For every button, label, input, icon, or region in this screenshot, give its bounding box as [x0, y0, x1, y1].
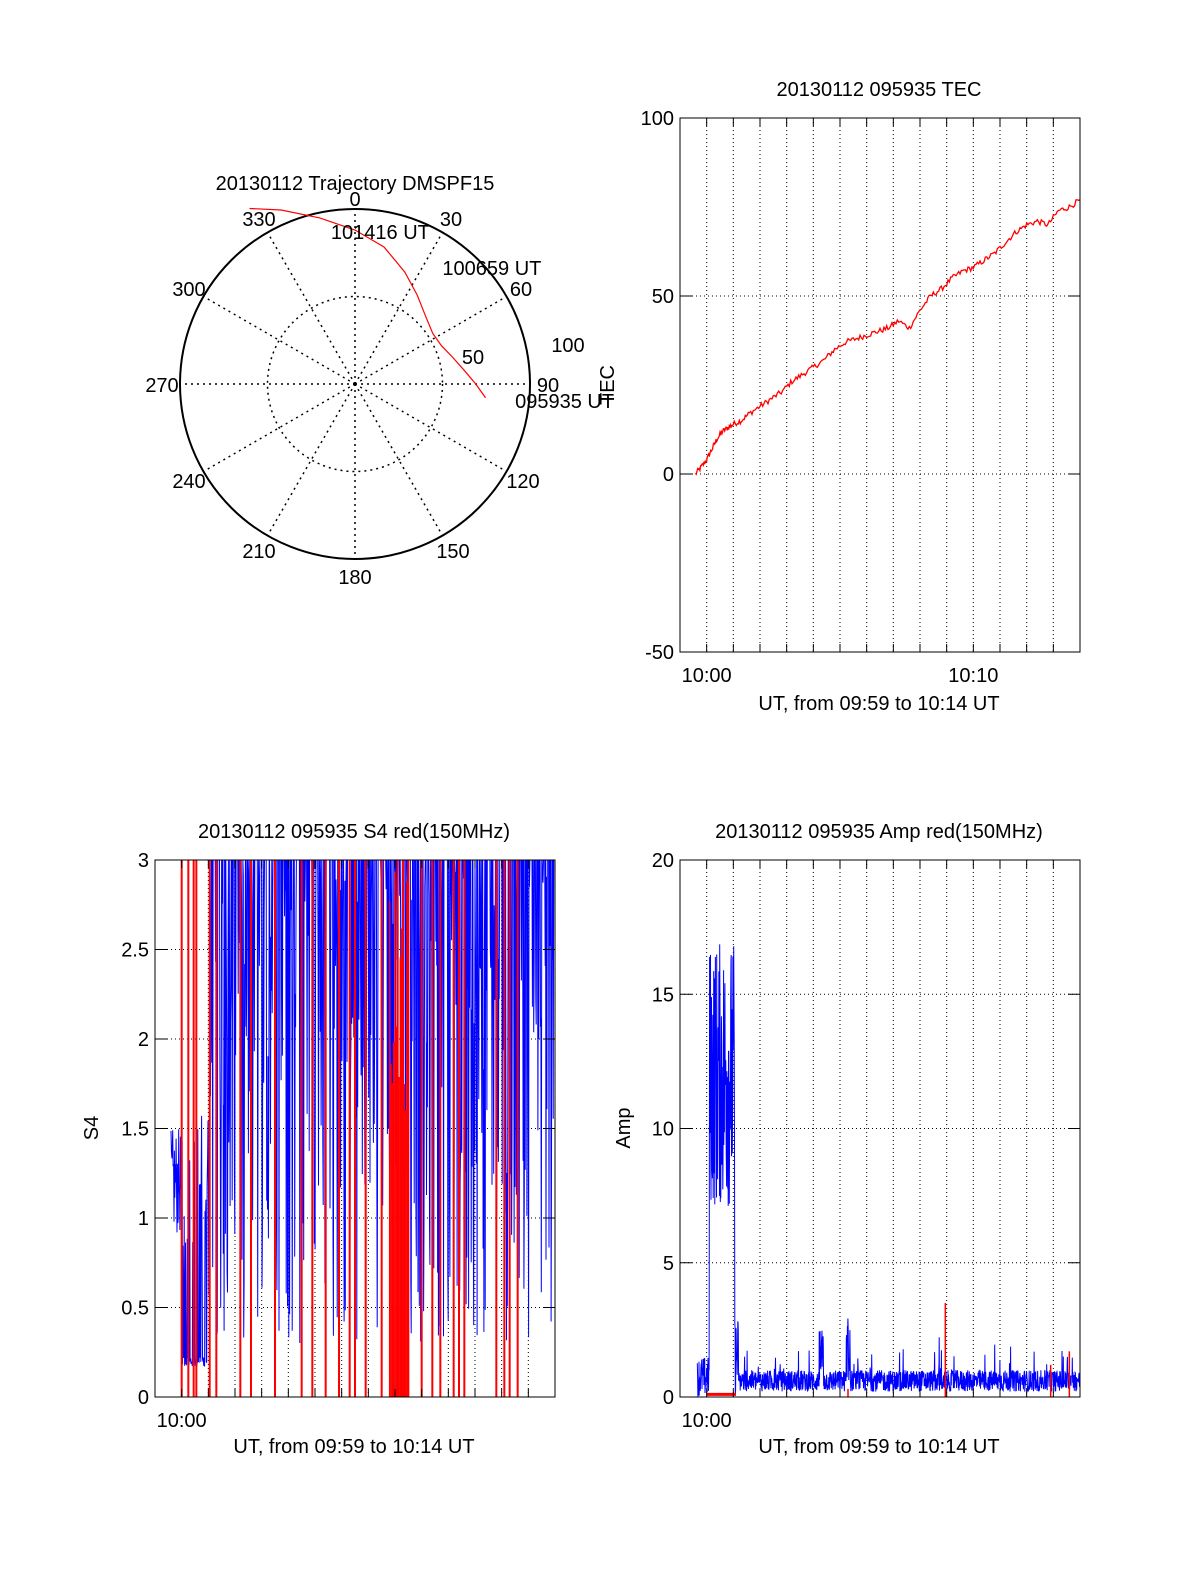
y-tick-label: 0: [663, 1387, 674, 1409]
amp-blue-series: [696, 944, 1080, 1397]
amp-red-series: [706, 1303, 1071, 1397]
amp-panel: 20130112 095935 Amp red(150MHz) 0 5 10 15 20…: [613, 821, 1081, 1458]
tec-title: 20130112 095935 TEC: [777, 79, 982, 101]
s4-title: 20130112 095935 S4 red(150MHz): [198, 821, 510, 843]
azimuth-label-90: 90: [537, 375, 559, 397]
azimuth-label-30: 30: [440, 209, 462, 231]
spoke-300: [203, 295, 356, 385]
s4-red-series: [180, 860, 519, 1397]
y-tick-label: 1: [138, 1208, 149, 1230]
y-tick-label: 2: [138, 1029, 149, 1051]
azimuth-label-120: 120: [506, 471, 539, 493]
y-tick-label: 2.5: [121, 940, 149, 962]
azimuth-label-330: 330: [242, 209, 275, 231]
trajectory-panel: 20130112 Trajectory DMSPF15 0 30 60 90 120 15…: [145, 173, 614, 589]
amp-title: 20130112 095935 Amp red(150MHz): [715, 821, 1043, 843]
trajectory-annotation-1: 100659 UT: [442, 258, 541, 280]
trajectory-track: [249, 207, 487, 399]
trajectory-annotation-0: 101416 UT: [331, 222, 430, 244]
azimuth-label-0: 0: [349, 189, 360, 211]
spoke-30: [354, 232, 444, 385]
y-tick-label: 50: [652, 286, 674, 308]
x-tick-label: 10:10: [948, 665, 998, 687]
amp-series: [696, 944, 1080, 1397]
s4-blue-series: [170, 860, 555, 1367]
y-tick-label: 3: [138, 850, 149, 872]
azimuth-label-270: 270: [145, 375, 178, 397]
y-tick-label: 10: [652, 1119, 674, 1141]
y-tick-label: 1.5: [121, 1119, 149, 1141]
azimuth-label-60: 60: [510, 279, 532, 301]
tec-plot-frame: [679, 117, 1081, 653]
spoke-210: [266, 383, 356, 536]
tec-series: [694, 199, 1081, 476]
y-tick-label: 5: [663, 1253, 674, 1275]
tec-ticks: -50 0 50 100 10:00 10:10: [641, 108, 1080, 687]
azimuth-label-240: 240: [172, 471, 205, 493]
trajectory-annotation-2: 095935 UT: [515, 391, 614, 413]
radial-label-50: 50: [462, 347, 484, 369]
tec-xlabel: UT, from 09:59 to 10:14 UT: [758, 693, 999, 715]
y-tick-label: -50: [645, 642, 674, 664]
trajectory-labels: 0 30 60 90 120 150 180 210 240 270 300 330 50 100 1014…: [145, 189, 614, 589]
spoke-120: [354, 383, 507, 473]
s4-xlabel: UT, from 09:59 to 10:14 UT: [233, 1436, 474, 1458]
trajectory-title: 20130112 Trajectory DMSPF15: [216, 173, 495, 195]
trajectory-grid: [179, 208, 531, 560]
y-tick-label: 0: [663, 464, 674, 486]
azimuth-label-150: 150: [436, 541, 469, 563]
y-tick-label: 0: [138, 1387, 149, 1409]
y-tick-label: 100: [641, 108, 674, 130]
spoke-60: [354, 295, 507, 385]
x-tick-label: 10:00: [157, 1410, 207, 1432]
radial-label-100: 100: [551, 335, 584, 357]
x-tick-label: 10:00: [682, 665, 732, 687]
y-tick-label: 15: [652, 984, 674, 1006]
amp-ylabel: Amp: [613, 1107, 635, 1148]
y-tick-label: 0.5: [121, 1298, 149, 1320]
s4-blue-line: [170, 860, 555, 1367]
amp-xlabel: UT, from 09:59 to 10:14 UT: [758, 1436, 999, 1458]
s4-ticks: 0 0.5 1 1.5 2 2.5 3 10:00: [121, 850, 555, 1432]
x-tick-label: 10:00: [682, 1410, 732, 1432]
y-tick-label: 20: [652, 850, 674, 872]
inner-circle-50: [266, 295, 444, 473]
s4-series: [170, 860, 555, 1397]
tec-ylabel: TEC: [597, 365, 619, 405]
spoke-330: [266, 232, 356, 385]
trajectory-line: [249, 207, 487, 399]
spoke-150: [354, 383, 444, 536]
azimuth-label-180: 180: [338, 567, 371, 589]
azimuth-label-210: 210: [242, 541, 275, 563]
amp-grid: [680, 860, 1080, 1397]
tec-line: [694, 199, 1081, 476]
azimuth-label-300: 300: [172, 279, 205, 301]
s4-ylabel: S4: [81, 1116, 103, 1140]
amp-ticks: 0 5 10 15 20 10:00: [652, 850, 1080, 1432]
amp-blue-line: [696, 944, 1080, 1397]
s4-panel: 20130112 095935 S4 red(150MHz) 0 0.5 1 1.5 2…: [81, 821, 556, 1458]
spoke-240: [203, 383, 356, 473]
tec-grid: [680, 118, 1080, 652]
